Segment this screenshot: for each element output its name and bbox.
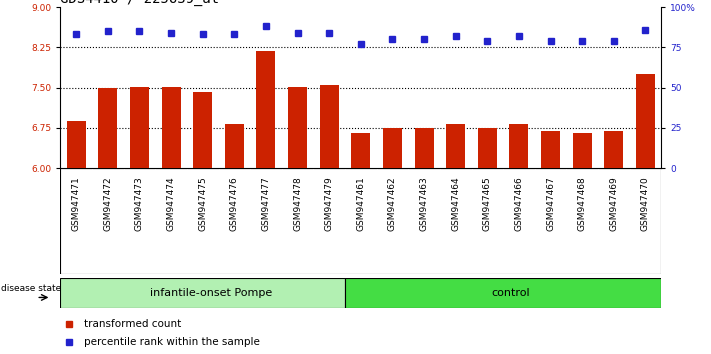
Bar [478,128,497,168]
Bar [510,124,528,168]
Text: GSM947475: GSM947475 [198,177,207,232]
Text: percentile rank within the sample: percentile rank within the sample [85,337,260,347]
Bar [98,88,117,168]
Text: GSM947468: GSM947468 [577,177,587,232]
Bar [60,278,345,308]
Text: control: control [492,288,530,298]
Bar [130,87,149,168]
Text: GSM947476: GSM947476 [230,177,239,232]
Bar [447,124,465,168]
Text: GSM947466: GSM947466 [515,177,523,232]
Text: GSM947467: GSM947467 [546,177,555,232]
Text: GSM947469: GSM947469 [609,177,619,232]
Text: GSM947464: GSM947464 [451,177,460,231]
Bar [288,87,307,168]
Text: GSM947479: GSM947479 [325,177,333,232]
Text: transformed count: transformed count [85,319,182,329]
Bar [67,121,86,168]
Bar [383,128,402,168]
Bar [415,128,434,168]
Text: GDS4410 / 225639_at: GDS4410 / 225639_at [60,0,220,6]
Text: GSM947471: GSM947471 [72,177,81,232]
Text: GSM947473: GSM947473 [135,177,144,232]
Bar [572,133,592,168]
Text: disease state: disease state [1,284,61,293]
Text: GSM947470: GSM947470 [641,177,650,232]
Bar [351,133,370,168]
Text: GSM947474: GSM947474 [166,177,176,231]
Bar [161,87,181,168]
Text: infantile-onset Pompe: infantile-onset Pompe [149,288,272,298]
Text: GSM947462: GSM947462 [388,177,397,231]
Text: GSM947465: GSM947465 [483,177,492,232]
Bar [257,51,275,168]
Bar [345,278,661,308]
Bar [225,124,244,168]
Bar [541,131,560,168]
Text: GSM947478: GSM947478 [293,177,302,232]
Bar [193,92,212,168]
Text: GSM947472: GSM947472 [103,177,112,231]
Text: GSM947477: GSM947477 [262,177,270,232]
Bar [636,74,655,168]
Text: GSM947461: GSM947461 [356,177,365,232]
Text: GSM947463: GSM947463 [419,177,429,232]
Bar [604,131,624,168]
Bar [320,85,338,168]
